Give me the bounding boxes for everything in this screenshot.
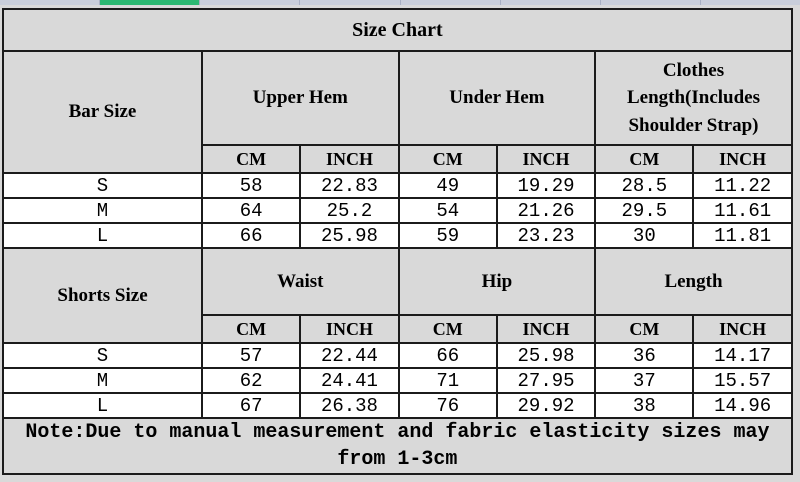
value-cell: 22.83 (299, 172, 400, 199)
table-row: L 67 26.38 76 29.92 38 14.96 (2, 392, 793, 419)
section1-column-header: Upper Hem (201, 50, 400, 146)
value-cell: 59 (397, 222, 498, 249)
value-cell: 66 (397, 342, 498, 369)
value-cell: 36 (594, 342, 695, 369)
unit-header-cm: CM (200, 314, 302, 344)
unit-header-inch: INCH (495, 144, 597, 174)
value-cell: 76 (397, 392, 498, 419)
strip-segment[interactable] (0, 0, 101, 5)
value-cell: 28.5 (594, 172, 695, 199)
table-row: S 57 22.44 66 25.98 36 14.17 (2, 342, 793, 369)
size-label-cell: S (2, 342, 203, 369)
value-cell: 54 (397, 197, 498, 224)
unit-header-inch: INCH (299, 314, 400, 344)
measurement-note: Note:Due to manual measurement and fabri… (2, 417, 793, 475)
value-cell: 11.81 (692, 222, 793, 249)
unit-header-cm: CM (594, 144, 695, 174)
strip-segment[interactable] (701, 0, 800, 5)
size-label-cell: S (2, 172, 203, 199)
value-cell: 27.95 (495, 367, 597, 394)
value-cell: 15.57 (692, 367, 793, 394)
unit-header-inch: INCH (495, 314, 597, 344)
value-cell: 71 (397, 367, 498, 394)
value-cell: 49 (397, 172, 498, 199)
section1-column-header: Clothes Length(Includes Shoulder Strap) (594, 50, 793, 146)
size-chart-table: Size Chart Bar Size Upper Hem Under Hem … (2, 8, 793, 475)
value-cell: 14.17 (692, 342, 793, 369)
unit-header-cm: CM (397, 144, 498, 174)
strip-segment[interactable] (601, 0, 701, 5)
value-cell: 26.38 (299, 392, 400, 419)
value-cell: 38 (594, 392, 695, 419)
value-cell: 22.44 (299, 342, 400, 369)
section2-column-header: Hip (397, 247, 597, 316)
value-cell: 57 (200, 342, 302, 369)
top-scrollbar-strip[interactable] (0, 0, 800, 5)
value-cell: 23.23 (495, 222, 597, 249)
value-cell: 67 (200, 392, 302, 419)
table-row: M 62 24.41 71 27.95 37 15.57 (2, 367, 793, 394)
size-label-cell: L (2, 222, 203, 249)
value-cell: 24.41 (299, 367, 400, 394)
unit-header-cm: CM (397, 314, 498, 344)
section2-column-header: Waist (201, 247, 400, 316)
value-cell: 30 (594, 222, 695, 249)
value-cell: 64 (200, 197, 302, 224)
value-cell: 58 (200, 172, 302, 199)
strip-segment[interactable] (501, 0, 601, 5)
value-cell: 25.98 (495, 342, 597, 369)
table-title: Size Chart (2, 8, 793, 52)
section1-row-header: Bar Size (2, 50, 203, 174)
strip-segment[interactable] (200, 0, 301, 5)
value-cell: 19.29 (495, 172, 597, 199)
table-row: L 66 25.98 59 23.23 30 11.81 (2, 222, 793, 249)
unit-header-inch: INCH (299, 144, 400, 174)
table-row: M 64 25.2 54 21.26 29.5 11.61 (2, 197, 793, 224)
value-cell: 11.22 (692, 172, 793, 199)
value-cell: 29.92 (495, 392, 597, 419)
strip-segment-active[interactable] (100, 0, 201, 5)
size-label-cell: M (2, 367, 203, 394)
table-row: S 58 22.83 49 19.29 28.5 11.22 (2, 172, 793, 199)
strip-segment[interactable] (401, 0, 501, 5)
value-cell: 14.96 (692, 392, 793, 419)
value-cell: 11.61 (692, 197, 793, 224)
value-cell: 29.5 (594, 197, 695, 224)
value-cell: 66 (200, 222, 302, 249)
section2-row-header: Shorts Size (2, 247, 203, 344)
section1-column-header: Under Hem (397, 50, 597, 146)
unit-header-inch: INCH (692, 314, 793, 344)
value-cell: 62 (200, 367, 302, 394)
size-label-cell: L (2, 392, 203, 419)
unit-header-cm: CM (594, 314, 695, 344)
strip-segment[interactable] (300, 0, 401, 5)
size-label-cell: M (2, 197, 203, 224)
section2-column-header: Length (594, 247, 793, 316)
value-cell: 37 (594, 367, 695, 394)
value-cell: 21.26 (495, 197, 597, 224)
unit-header-cm: CM (200, 144, 302, 174)
value-cell: 25.98 (299, 222, 400, 249)
value-cell: 25.2 (299, 197, 400, 224)
unit-header-inch: INCH (692, 144, 793, 174)
